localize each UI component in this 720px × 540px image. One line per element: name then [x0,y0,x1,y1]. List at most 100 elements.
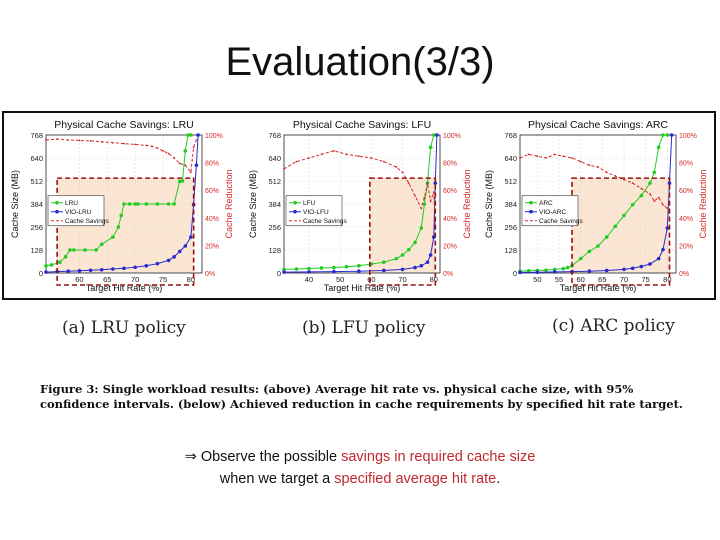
data-point [407,182,410,185]
data-point [604,235,609,239]
legend-marker [529,209,533,214]
y-tick-label: 128 [268,246,281,255]
right-tick-label: 60% [679,188,693,195]
data-point [561,266,566,271]
right-axis-label: Cache Reduction [698,169,708,238]
observation-note: ⇒ Observe the possible savings in requir… [0,446,720,490]
data-point [552,267,557,272]
data-point [111,235,115,239]
data-point [320,153,323,156]
data-point [613,224,618,229]
data-point [122,266,126,271]
data-point [189,235,193,239]
x-tick-label: 50 [533,275,541,284]
data-point [648,181,652,185]
right-tick-label: 20% [679,243,693,250]
data-point [423,196,426,199]
observation-highlight-2: specified average hit rate [334,471,497,487]
data-point [77,269,82,273]
data-point [571,157,573,159]
series-line [519,153,668,209]
data-point [332,269,336,274]
x-tick-label: 70 [620,275,628,284]
y-tick-label: 128 [504,246,517,255]
x-tick-label: 75 [159,275,167,284]
x-tick-label: 55 [555,275,563,284]
right-tick-label: 100% [205,133,223,140]
data-point [357,155,360,158]
chart-panel-arc: Physical Cache Savings: ARC 0 128 256 384 512… [484,119,708,293]
legend-label: Cache Savings [303,218,347,225]
right-tick-label: 20% [205,243,219,250]
right-tick-label: 100% [679,133,697,140]
data-point [596,244,600,248]
figure-caption-label: Figure 3: [40,382,99,396]
x-tick-label: 40 [305,275,313,284]
data-point [652,170,657,175]
observation-period: . [496,471,501,487]
right-axis-label: Cache Reduction [462,169,472,238]
data-point [111,267,115,271]
data-point [100,140,103,143]
data-point [640,187,643,190]
data-point [162,149,164,152]
data-point [428,145,433,150]
data-point [282,270,286,274]
data-point [425,260,430,265]
x-tick-label: 70 [131,275,139,284]
data-point [587,249,592,254]
data-point [344,264,349,269]
y-tick-label: 512 [268,177,281,186]
observation-text-2: when we target a [219,471,335,487]
x-axis-label: Target Hit Rate (%) [86,283,163,293]
data-point [134,143,137,146]
y-tick-label: 768 [504,131,517,140]
figure-caption-text: Single workload results: (above) Average… [40,382,683,411]
data-point [94,248,98,252]
data-point [604,268,609,273]
data-point [665,133,670,137]
highlight-region [369,178,436,273]
data-point [145,144,148,147]
series-line [283,134,435,270]
y-tick-label: 768 [30,131,43,140]
right-tick-label: 80% [443,161,457,168]
data-point [155,202,160,206]
data-point [435,133,439,137]
data-point [553,153,556,156]
y-tick-label: 256 [30,223,43,232]
data-point [400,267,405,272]
data-point [99,267,104,272]
implies-arrow-icon: ⇒ [184,449,197,465]
data-point [667,181,672,185]
x-tick-label: 50 [336,275,344,284]
data-point [357,264,361,268]
right-tick-label: 100% [443,133,461,140]
y-axis-label: Cache Size (MB) [484,170,494,238]
data-point [45,139,47,141]
chart-panel-lfu: Physical Cache Savings: LFU 0 128 256 384 512… [248,119,472,293]
right-tick-label: 80% [205,161,219,168]
data-point [282,267,286,272]
data-point [196,133,200,137]
chart-title: Physical Cache Savings: ARC [528,119,668,131]
data-point [527,153,530,156]
x-tick-label: 70 [398,275,406,284]
data-point [653,200,656,203]
data-point [432,191,435,194]
data-point [413,240,417,245]
data-point [127,202,132,206]
x-tick-label: 65 [598,275,606,284]
data-point [119,213,124,218]
data-point [63,255,68,259]
data-point [401,171,404,174]
observation-highlight-1: savings in required cache size [341,449,536,465]
observation-text-1: Observe the possible [200,449,342,465]
y-tick-label: 256 [504,223,517,232]
figure-caption: Figure 3: Single workload results: (abov… [40,382,700,412]
right-tick-label: 0% [205,271,215,278]
data-point [180,179,185,183]
legend-marker [293,209,297,214]
subcaption-lfu: (b) LFU policy [302,318,426,338]
y-tick-label: 384 [504,200,517,209]
